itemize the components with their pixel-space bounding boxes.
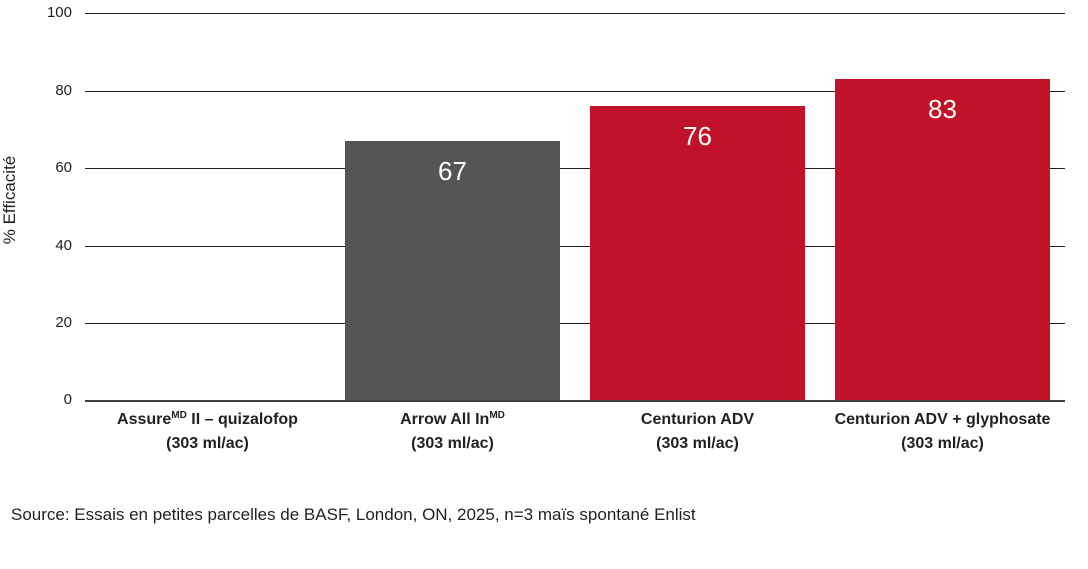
x-category-label-centurion-adv-glyphosate: Centurion ADV + glyphosate (303 ml/ac) [820,409,1065,455]
bar-slot-centurion-adv-glyphosate: 83 [820,13,1065,401]
bar-slot-arrow: 67 [330,13,575,401]
x-category-label-assure: AssureMD II – quizalofop (303 ml/ac) [85,409,330,455]
source-note: Source: Essais en petites parcelles de B… [11,505,696,524]
bar-centurion-adv-glyphosate: 83 [835,78,1050,401]
x-category-label-centurion-adv: Centurion ADV (303 ml/ac) [575,409,820,455]
y-tick-label: 80 [55,81,72,99]
category-rate: (303 ml/ac) [901,435,984,452]
x-axis-line: 0 [64,392,1065,408]
gridline-100: 100 [47,5,1065,21]
bar-centurion-adv: 76 [590,106,805,401]
category-rate: (303 ml/ac) [166,435,249,452]
y-tick-label: 40 [55,236,72,254]
gridline-80: 80 [55,82,1065,98]
bar-value-label: 67 [438,156,467,187]
trademark-md: MD [489,410,505,421]
bar-arrow-all-in: 67 [345,141,560,401]
bar-slot-centurion-adv: 76 [575,13,820,401]
bar-value-label: 83 [928,93,957,124]
y-tick-label: 20 [55,314,72,332]
category-name: Arrow All InMD [400,410,505,428]
y-axis-title: % Efficacité [0,155,19,245]
plot-area: 100 80 60 40 20 67 [47,5,1065,408]
category-name: Centurion ADV [640,411,755,428]
bar-value-label: 76 [683,121,712,152]
category-rate: (303 ml/ac) [656,435,739,452]
gridline-20: 20 [55,315,1065,331]
gridline-40: 40 [55,237,1065,253]
y-tick-label: 60 [55,159,72,177]
bar-slot-assure [85,13,330,401]
category-rate: (303 ml/ac) [411,435,494,452]
category-name: Centurion ADV + glyphosate [834,411,1051,428]
bars-layer: 67 76 83 [85,13,1065,401]
y-tick-label: 0 [63,391,72,408]
gridline-60: 60 [55,160,1065,176]
x-category-label-arrow: Arrow All InMD (303 ml/ac) [330,409,575,455]
y-tick-label: 100 [46,4,72,21]
x-axis-labels: AssureMD II – quizalofop (303 ml/ac) Arr… [85,409,1065,455]
category-name: AssureMD II – quizalofop [117,410,298,428]
trademark-md: MD [171,410,187,421]
